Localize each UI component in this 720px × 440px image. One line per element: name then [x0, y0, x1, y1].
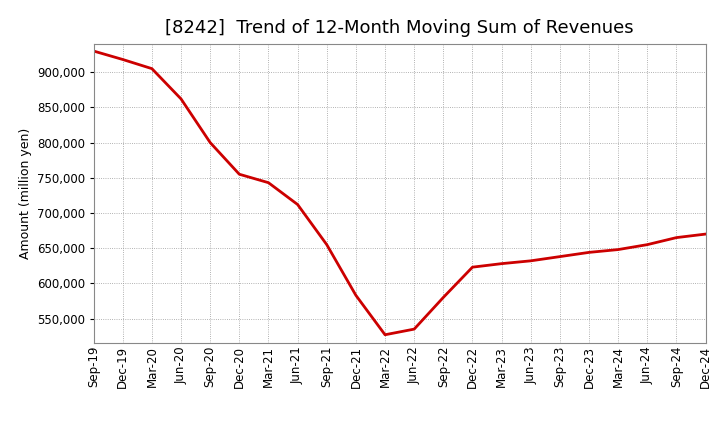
Y-axis label: Amount (million yen): Amount (million yen) — [19, 128, 32, 259]
Title: [8242]  Trend of 12-Month Moving Sum of Revenues: [8242] Trend of 12-Month Moving Sum of R… — [166, 19, 634, 37]
